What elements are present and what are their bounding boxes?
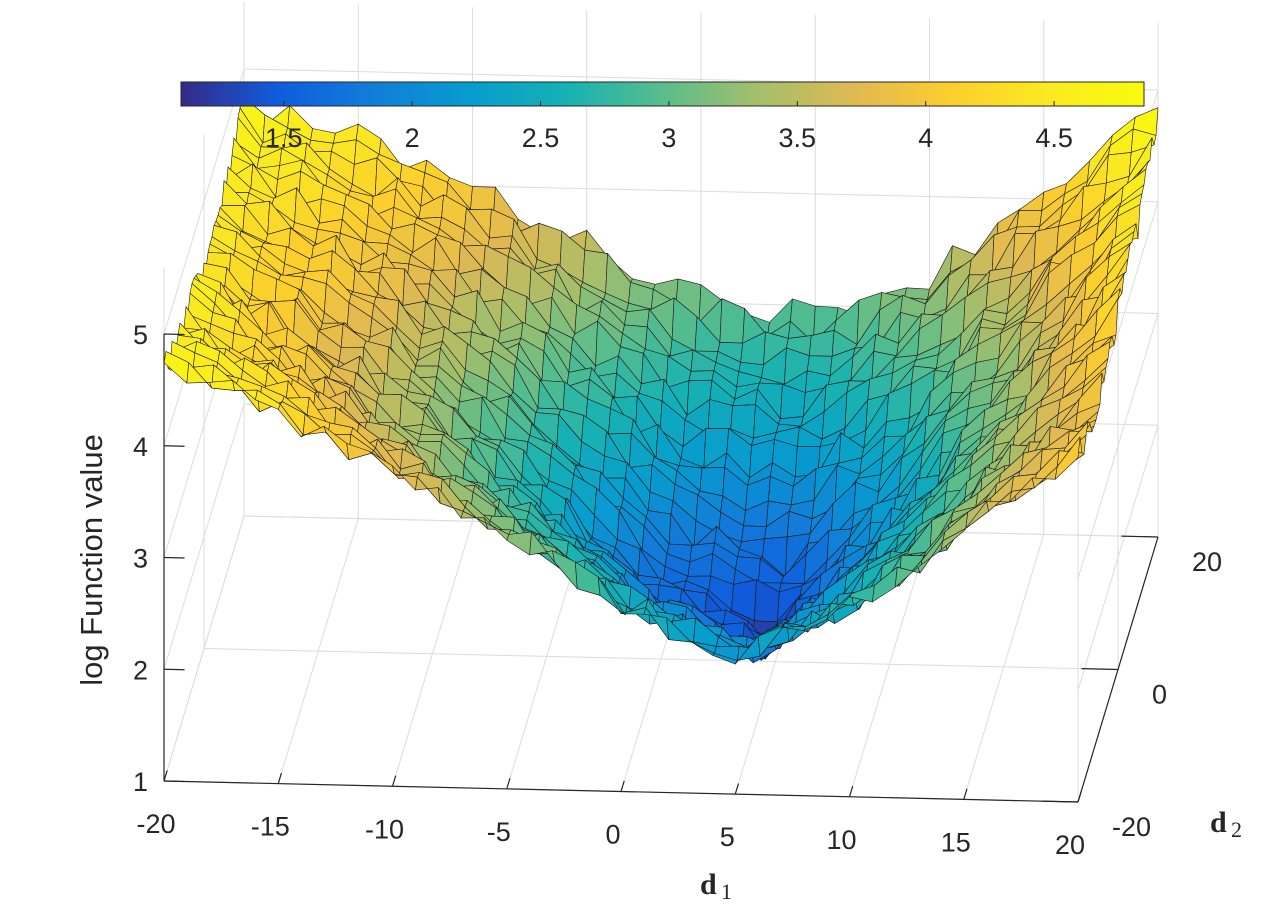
colorbar-ticks: 1.5 2 2.5 3 3.5 4 4.5: [265, 101, 1073, 153]
x-tick-label: -15: [251, 812, 290, 842]
colorbar-gradient: [180, 81, 1145, 107]
z-tick-label: 1: [133, 767, 148, 797]
surface-patch: [209, 380, 235, 391]
x-axis-tick: [620, 780, 625, 792]
colorbar-tick-label: 2.5: [522, 123, 560, 153]
y-axis-tick: [1121, 535, 1159, 538]
y-axis-label-symbol: d: [1210, 806, 1227, 839]
colorbar-tick-label: 4.5: [1035, 123, 1073, 153]
grid-line-side-z: [163, 515, 245, 782]
surface-patch: [624, 308, 650, 328]
x-tick-label: 5: [720, 822, 735, 852]
y-tick-label: -20: [1112, 812, 1151, 842]
x-tick-label: 10: [826, 825, 856, 855]
colorbar-tick-label: 1.5: [265, 123, 303, 153]
colorbar-tick-label: 4: [918, 123, 933, 153]
axes: -20 -15 -10 -5 0 5 10 15 20 -20 0 20 1 2 3 4 5: [133, 320, 1222, 860]
colorbar-tick-label: 3.5: [779, 123, 817, 153]
y-tick-label: 0: [1152, 680, 1167, 710]
grid-line-side-z: [163, 68, 245, 335]
x-tick-label: 20: [1055, 830, 1085, 860]
colorbar-tick-label: 3: [661, 123, 676, 153]
x-axis-tick: [277, 772, 283, 784]
x-tick-label: -5: [487, 817, 511, 847]
grid-line-side-z: [1077, 425, 1159, 691]
grid-line-side-z: [1077, 313, 1159, 579]
z-tick-label: 2: [133, 655, 148, 685]
z-axis-label: log Function value: [74, 434, 109, 686]
x-axis-label-symbol: d: [700, 868, 717, 901]
x-tick-label: 0: [605, 820, 620, 850]
surface-patch: [688, 370, 715, 381]
colorbar-tick-label: 2: [405, 123, 420, 153]
surface-patch: [506, 531, 532, 556]
y-axis-label: d 2: [1210, 806, 1242, 842]
colorbar: 1.5 2 2.5 3 3.5 4 4.5: [180, 81, 1145, 153]
z-tick-label: 4: [133, 432, 148, 462]
z-tick-label: 3: [133, 544, 148, 574]
z-tick-label: 5: [133, 320, 148, 350]
x-axis-tick: [734, 783, 740, 795]
x-tick-label: 15: [941, 827, 971, 857]
grid-line-floor-y: [203, 648, 1119, 670]
x-axis-label: d 1: [700, 868, 732, 904]
surface-patch: [1018, 191, 1045, 211]
y-axis-tick: [1081, 668, 1119, 671]
x-axis-label-subscript: 1: [721, 879, 732, 904]
x-tick-label: -10: [365, 814, 404, 844]
surface-mesh: [163, 95, 1159, 665]
x-tick-label: -20: [136, 809, 175, 839]
y-axis-label-subscript: 2: [1231, 817, 1242, 842]
x-axis-tick: [506, 778, 511, 790]
x-axis-tick: [391, 775, 397, 787]
surface-patch: [1054, 436, 1081, 480]
surface-patch: [719, 298, 746, 344]
y-axis-tick: [1041, 800, 1079, 803]
x-axis-tick: [963, 788, 968, 800]
x-axis-tick: [848, 785, 854, 797]
surface-patch: [487, 235, 513, 250]
y-tick-label: 20: [1192, 547, 1222, 577]
grid-line-side-z: [163, 404, 245, 670]
surface-patch: [418, 433, 444, 443]
surface-patch: [1016, 210, 1043, 228]
